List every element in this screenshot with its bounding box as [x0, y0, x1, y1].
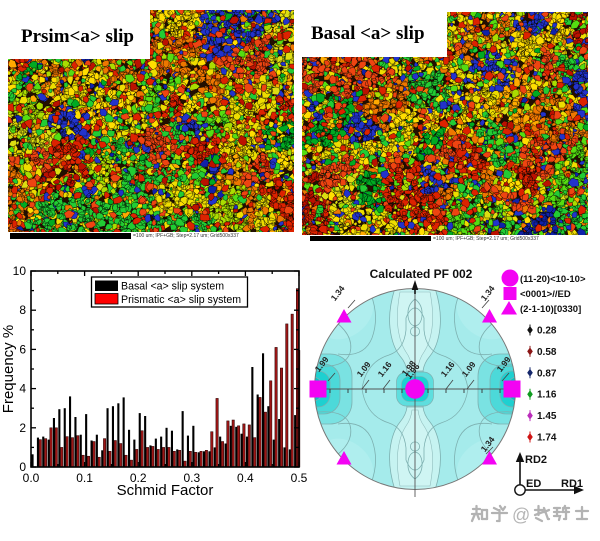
svg-text:<0001>//ED: <0001>//ED: [520, 289, 571, 300]
svg-text:1.34: 1.34: [329, 283, 347, 302]
svg-text:Frequency %: Frequency %: [0, 325, 17, 413]
svg-text:0: 0: [19, 460, 26, 474]
svg-text:0.5: 0.5: [291, 471, 308, 485]
svg-text:ED: ED: [526, 478, 541, 490]
svg-text:0.4: 0.4: [237, 471, 254, 485]
svg-text:Prismatic <a> slip system: Prismatic <a> slip system: [121, 294, 241, 306]
svg-text:8: 8: [19, 303, 26, 317]
svg-text:2: 2: [19, 421, 26, 435]
svg-text:4: 4: [19, 382, 26, 396]
svg-text:1.34: 1.34: [479, 283, 497, 302]
svg-text:1.74: 1.74: [537, 433, 557, 444]
svg-text:@: @: [512, 505, 530, 525]
svg-text:(2-1-10)[0330]: (2-1-10)[0330]: [520, 304, 581, 315]
svg-text:1.16: 1.16: [537, 390, 557, 401]
svg-text:0.2: 0.2: [130, 471, 147, 485]
svg-text:10: 10: [13, 264, 27, 278]
svg-text:6: 6: [19, 342, 26, 356]
svg-text:RD1: RD1: [561, 478, 583, 490]
svg-text:Schmid Factor: Schmid Factor: [117, 482, 214, 499]
svg-text:(11-20)<10-10>: (11-20)<10-10>: [520, 274, 586, 285]
svg-text:0.0: 0.0: [23, 471, 40, 485]
svg-text:0.87: 0.87: [537, 368, 557, 379]
svg-text:0.3: 0.3: [183, 471, 200, 485]
svg-text:1.45: 1.45: [537, 411, 557, 422]
svg-text:0.1: 0.1: [76, 471, 93, 485]
svg-text:0.28: 0.28: [537, 326, 557, 337]
svg-text:0.58: 0.58: [537, 347, 557, 358]
svg-text:RD2: RD2: [525, 454, 547, 466]
svg-text:Basal <a> slip system: Basal <a> slip system: [121, 281, 224, 293]
svg-text:Calculated PF 002: Calculated PF 002: [370, 267, 473, 281]
